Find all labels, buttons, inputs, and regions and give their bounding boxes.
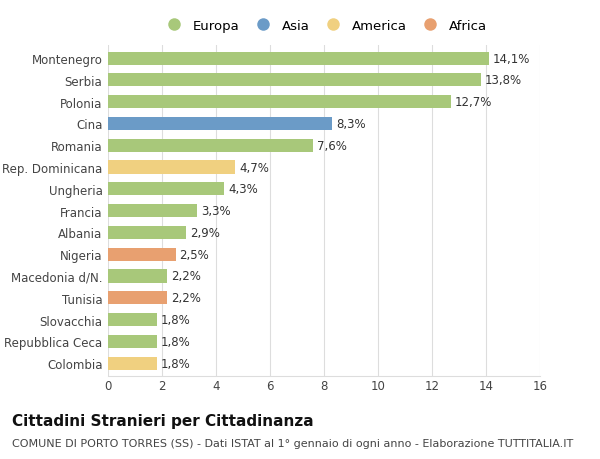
Text: COMUNE DI PORTO TORRES (SS) - Dati ISTAT al 1° gennaio di ogni anno - Elaborazio: COMUNE DI PORTO TORRES (SS) - Dati ISTAT…: [12, 438, 573, 448]
Bar: [108, 183, 224, 196]
Bar: [108, 96, 451, 109]
Bar: [108, 74, 481, 87]
Text: 12,7%: 12,7%: [455, 96, 493, 109]
Bar: [108, 270, 167, 283]
Text: 4,7%: 4,7%: [239, 161, 269, 174]
Text: 8,3%: 8,3%: [336, 118, 366, 131]
Bar: [108, 140, 313, 152]
Text: 2,9%: 2,9%: [190, 226, 220, 239]
Text: 2,2%: 2,2%: [172, 270, 202, 283]
Text: 14,1%: 14,1%: [493, 52, 530, 66]
Bar: [108, 335, 157, 348]
Bar: [108, 118, 332, 131]
Text: 2,2%: 2,2%: [172, 291, 202, 305]
Bar: [108, 52, 488, 66]
Bar: [108, 313, 157, 326]
Bar: [108, 161, 235, 174]
Text: 2,5%: 2,5%: [179, 248, 209, 261]
Text: 1,8%: 1,8%: [161, 335, 190, 348]
Bar: [108, 291, 167, 305]
Bar: [108, 357, 157, 370]
Bar: [108, 205, 197, 218]
Text: 13,8%: 13,8%: [485, 74, 522, 87]
Text: 1,8%: 1,8%: [161, 313, 190, 326]
Bar: [108, 248, 176, 261]
Text: 7,6%: 7,6%: [317, 140, 347, 152]
Text: Cittadini Stranieri per Cittadinanza: Cittadini Stranieri per Cittadinanza: [12, 413, 314, 428]
Text: 4,3%: 4,3%: [228, 183, 258, 196]
Bar: [108, 226, 187, 240]
Text: 3,3%: 3,3%: [201, 205, 231, 218]
Legend: Europa, Asia, America, Africa: Europa, Asia, America, Africa: [161, 20, 487, 33]
Text: 1,8%: 1,8%: [161, 357, 190, 370]
